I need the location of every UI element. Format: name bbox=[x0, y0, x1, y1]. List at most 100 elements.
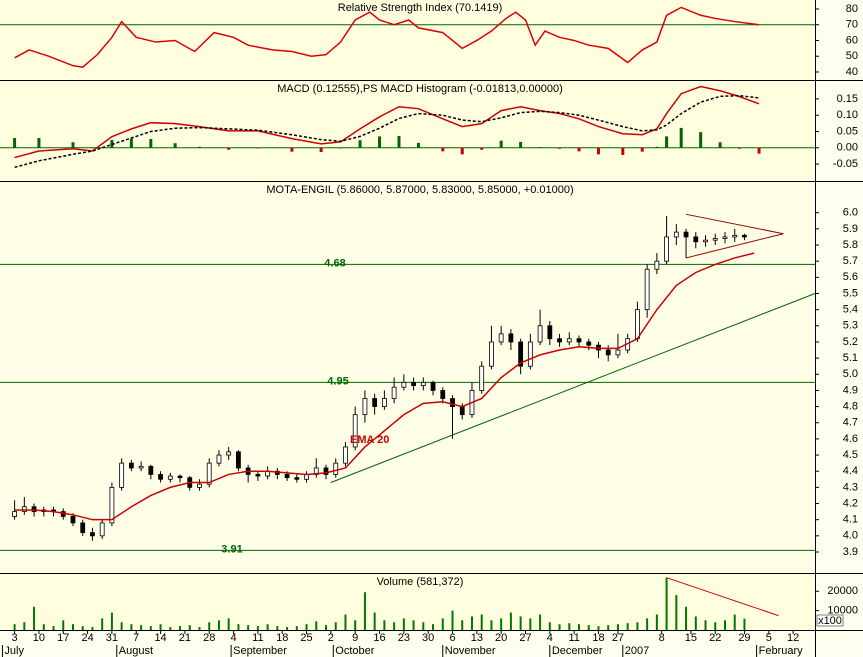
candle-body bbox=[693, 236, 699, 243]
histogram-bar bbox=[480, 147, 484, 150]
y-tick-label: 5.7 bbox=[843, 255, 858, 267]
level-label: 4.68 bbox=[324, 257, 345, 269]
volume-bar bbox=[451, 610, 454, 630]
candle-body bbox=[109, 486, 115, 524]
volume-bar bbox=[62, 620, 65, 630]
histogram-bar bbox=[378, 136, 382, 148]
candle-body bbox=[12, 511, 17, 517]
candle-body bbox=[352, 414, 358, 448]
x-tick-label: 13 bbox=[471, 632, 483, 644]
candle-body bbox=[158, 474, 163, 480]
volume-bar bbox=[208, 622, 211, 630]
volume-bar bbox=[179, 626, 182, 630]
candle-body bbox=[362, 398, 368, 416]
volume-bar bbox=[393, 622, 396, 630]
volume-bar bbox=[626, 623, 629, 630]
y-tick-label: 5.2 bbox=[843, 336, 858, 348]
y-tick-label: 6.0 bbox=[843, 207, 858, 219]
x-tick-label: 29 bbox=[738, 632, 750, 644]
candle-body bbox=[615, 349, 621, 356]
y-tick-label: 4.7 bbox=[843, 417, 858, 429]
candle-body bbox=[742, 234, 747, 238]
volume-bar bbox=[665, 577, 668, 630]
x-tick-label: 4 bbox=[230, 632, 236, 644]
y-tick-label: 4.9 bbox=[843, 384, 858, 396]
candle-body bbox=[372, 398, 378, 407]
candle-body bbox=[255, 474, 261, 477]
y-tick-label: 0.10 bbox=[837, 109, 858, 121]
candle-body bbox=[167, 475, 173, 480]
volume-bar bbox=[441, 618, 444, 630]
volume-bar bbox=[71, 624, 74, 630]
candle-body bbox=[226, 451, 232, 456]
candle-body bbox=[664, 236, 669, 262]
volume-bar bbox=[325, 625, 327, 630]
x-tick-label: 30 bbox=[422, 632, 434, 644]
candle-body bbox=[128, 462, 134, 469]
candle-body bbox=[440, 390, 446, 399]
macd-line bbox=[14, 94, 760, 169]
y-tick-label: 5.8 bbox=[843, 239, 858, 251]
volume-bar bbox=[616, 624, 619, 630]
panel-title: Relative Strength Index (70.1419) bbox=[338, 2, 503, 14]
x-tick-label: 23 bbox=[398, 632, 410, 644]
volume-bar bbox=[276, 626, 279, 630]
candle-body bbox=[586, 341, 592, 346]
candle-body bbox=[138, 465, 144, 469]
volume-bar bbox=[286, 627, 289, 630]
y-tick-label: 4.5 bbox=[843, 449, 858, 461]
candle-body bbox=[391, 386, 397, 399]
histogram-bar bbox=[757, 147, 761, 154]
candle-body bbox=[177, 475, 183, 479]
x-tick-label: 5 bbox=[766, 632, 772, 644]
x-tick-label: 22 bbox=[709, 632, 721, 644]
candle-body bbox=[119, 462, 125, 488]
candle-body bbox=[197, 483, 202, 488]
level-label: 4.95 bbox=[327, 375, 348, 387]
x-tick-label: 11 bbox=[568, 632, 579, 644]
histogram-bar bbox=[173, 143, 177, 148]
volume-bar bbox=[149, 626, 152, 630]
candle-body bbox=[148, 465, 154, 475]
candle-body bbox=[313, 467, 319, 475]
histogram-bar bbox=[699, 132, 703, 148]
volume-bar bbox=[52, 626, 55, 630]
x-tick-label: 7 bbox=[133, 632, 139, 644]
panel-title: MOTA-ENGIL (5.86000, 5.87000, 5.83000, 5… bbox=[266, 184, 573, 196]
y-tick-label: 4.6 bbox=[843, 433, 858, 445]
volume-bar bbox=[256, 626, 259, 630]
level-label: 3.91 bbox=[221, 543, 242, 555]
y-tick-label: 0.15 bbox=[837, 93, 858, 105]
y-tick-label: 3.9 bbox=[843, 546, 858, 558]
candle-body bbox=[508, 333, 514, 343]
candle-body bbox=[654, 260, 660, 270]
volume-bar bbox=[42, 624, 45, 630]
volume-bar bbox=[266, 624, 269, 630]
x-tick-label: 14 bbox=[154, 632, 166, 644]
panel-bg bbox=[0, 81, 815, 181]
y-tick-label: 0.05 bbox=[837, 125, 858, 137]
volume-bar bbox=[714, 622, 717, 630]
volume-bar bbox=[422, 622, 425, 630]
candle-body bbox=[527, 341, 533, 367]
candle-body bbox=[489, 341, 494, 367]
candle-body bbox=[333, 462, 339, 475]
histogram-bar bbox=[13, 138, 17, 148]
volume-bar bbox=[140, 625, 143, 630]
volume-bar bbox=[169, 627, 172, 630]
y-tick-label: 5.6 bbox=[843, 271, 858, 283]
panel-bg bbox=[0, 182, 815, 573]
panel-title: MACD (0.12555),PS MACD Histogram (-0.018… bbox=[277, 83, 563, 95]
y-tick-label: 60 bbox=[846, 34, 858, 46]
volume-bar bbox=[509, 612, 512, 630]
y-tick-label: 50 bbox=[846, 50, 858, 62]
volume-bar bbox=[110, 612, 113, 630]
trend-line bbox=[330, 293, 816, 483]
x-tick-label: 11 bbox=[252, 632, 263, 644]
volume-bar bbox=[130, 624, 133, 630]
y-tick-label: 4.3 bbox=[843, 481, 858, 493]
trend-line bbox=[685, 233, 784, 259]
ema-line bbox=[14, 252, 755, 521]
volume-bar bbox=[519, 616, 522, 630]
candle-body bbox=[459, 406, 465, 416]
